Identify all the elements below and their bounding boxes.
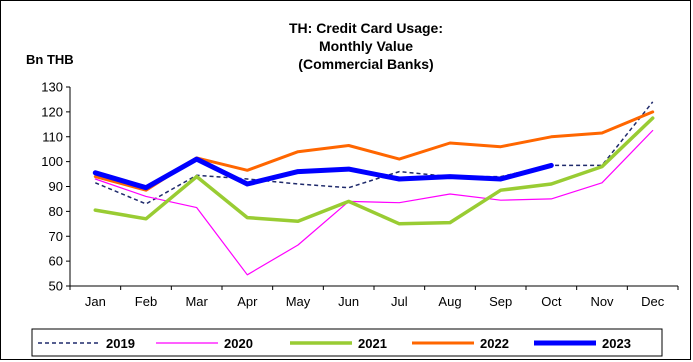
y-tick-label: 110 xyxy=(42,129,63,144)
x-tick-label: Jul xyxy=(391,294,408,309)
x-tick-label: May xyxy=(286,294,311,309)
y-axis-label: Bn THB xyxy=(26,52,74,67)
chart-title-line: TH: Credit Card Usage: xyxy=(289,20,443,36)
series-lines xyxy=(92,101,655,276)
legend-label: 2021 xyxy=(358,336,387,351)
axes xyxy=(69,87,678,287)
x-tick-label: Oct xyxy=(541,294,562,309)
x-tick-label: Feb xyxy=(135,294,157,309)
y-axis-ticks: 50 60 70 80 90 100 110 120 130 xyxy=(41,80,70,294)
x-tick-label: Dec xyxy=(641,294,665,309)
x-tick-label: Jun xyxy=(338,294,359,309)
x-axis-ticks: Jan Feb Mar Apr May Jun Jul Aug Sep Oct Nov Dec xyxy=(69,286,679,309)
series-line-2020 xyxy=(94,129,654,276)
x-tick-label: Sep xyxy=(489,294,512,309)
x-tick-label: Jan xyxy=(85,294,106,309)
chart-title-line: (Commercial Banks) xyxy=(298,56,433,72)
y-tick-label: 70 xyxy=(49,229,63,244)
legend: 2019 2020 2021 2022 2023 xyxy=(31,328,663,357)
y-tick-label: 80 xyxy=(49,204,63,219)
y-tick-label: 60 xyxy=(49,254,63,269)
x-tick-label: Nov xyxy=(590,294,614,309)
series-line-2023 xyxy=(92,156,554,191)
series-line-2021 xyxy=(93,116,655,226)
y-tick-label: 100 xyxy=(41,154,63,169)
chart-title: TH: Credit Card Usage: Monthly Value (Comm… xyxy=(289,20,443,72)
x-tick-label: Apr xyxy=(237,294,258,309)
x-tick-label: Mar xyxy=(185,294,208,309)
y-tick-label: 50 xyxy=(49,279,63,294)
y-tick-label: 90 xyxy=(49,179,63,194)
y-tick-label: 120 xyxy=(41,104,63,119)
legend-label: 2023 xyxy=(602,336,631,351)
legend-label: 2022 xyxy=(480,336,509,351)
x-tick-label: Aug xyxy=(438,294,461,309)
legend-label: 2019 xyxy=(106,336,135,351)
legend-label: 2020 xyxy=(224,336,253,351)
chart-title-line: Monthly Value xyxy=(319,38,413,54)
y-tick-label: 130 xyxy=(41,80,63,95)
